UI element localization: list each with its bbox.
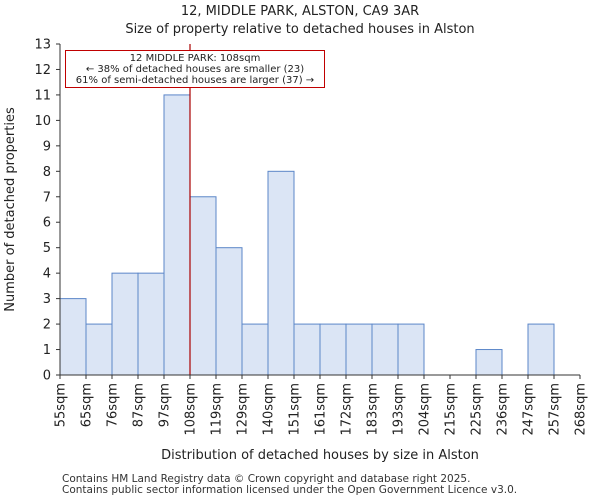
bar [215, 247, 243, 376]
y-tick-label: 10 [34, 114, 51, 129]
bar [371, 323, 399, 376]
x-tick-label: 236sqm [496, 383, 511, 436]
bar [527, 323, 555, 376]
y-tick-label: 6 [43, 216, 51, 231]
y-tick-label: 7 [43, 190, 51, 205]
chart-title: 12, MIDDLE PARK, ALSTON, CA9 3AR [180, 4, 420, 19]
x-tick-label: 129sqm [236, 383, 251, 436]
y-tick-label: 3 [43, 292, 51, 307]
bar [319, 323, 347, 376]
x-tick-label: 55sqm [54, 383, 69, 427]
x-axis-label: Distribution of detached houses by size … [161, 448, 479, 463]
y-tick-label: 5 [43, 241, 51, 256]
y-tick-label: 4 [43, 267, 51, 282]
annotation-box: 12 MIDDLE PARK: 108sqm ← 38% of detached… [65, 50, 325, 88]
bar [397, 323, 425, 376]
annotation-line-3: 61% of semi-detached houses are larger (… [75, 75, 315, 86]
x-tick-label: 193sqm [392, 383, 407, 436]
x-tick-label: 119sqm [210, 383, 225, 436]
bar [111, 272, 139, 376]
y-axis-label: Number of detached properties [3, 107, 18, 312]
bar [85, 323, 113, 376]
bar [267, 170, 295, 376]
x-tick-label: 161sqm [314, 383, 329, 436]
y-tick-label: 1 [43, 343, 51, 358]
bar [163, 94, 191, 376]
x-tick-label: 225sqm [470, 383, 485, 436]
y-tick-label: 2 [43, 318, 51, 333]
x-tick-label: 151sqm [288, 383, 303, 436]
bar [137, 272, 165, 376]
footer-line-2: Contains public sector information licen… [62, 484, 518, 496]
annotation-line-2: ← 38% of detached houses are smaller (23… [85, 64, 305, 75]
chart-subtitle: Size of property relative to detached ho… [125, 22, 475, 37]
x-tick-label: 268sqm [574, 383, 589, 436]
x-tick-label: 257sqm [548, 383, 563, 436]
x-tick-label: 215sqm [444, 383, 459, 436]
x-tick-label: 65sqm [80, 383, 95, 427]
y-tick-label: 12 [34, 63, 51, 78]
x-tick-label: 183sqm [366, 383, 381, 436]
annotation-line-1: 12 MIDDLE PARK: 108sqm [129, 53, 261, 64]
bar [241, 323, 269, 376]
y-tick-label: 8 [43, 165, 51, 180]
y-tick-label: 9 [43, 139, 51, 154]
x-tick-label: 108sqm [184, 383, 199, 436]
y-tick-label: 0 [43, 369, 51, 384]
x-tick-label: 204sqm [418, 383, 433, 436]
y-tick-label: 11 [34, 88, 51, 103]
bar [293, 323, 321, 376]
x-tick-label: 97sqm [158, 383, 173, 427]
x-tick-label: 172sqm [340, 383, 355, 436]
bar [345, 323, 373, 376]
x-tick-label: 247sqm [522, 383, 537, 436]
y-tick-label: 13 [34, 38, 51, 53]
x-tick-label: 76sqm [106, 383, 121, 427]
bar [475, 349, 503, 376]
bar [59, 298, 87, 376]
x-tick-label: 87sqm [132, 383, 147, 427]
bar [189, 196, 217, 376]
x-tick-label: 140sqm [262, 383, 277, 436]
footer-line-1: Contains HM Land Registry data © Crown c… [62, 473, 471, 485]
